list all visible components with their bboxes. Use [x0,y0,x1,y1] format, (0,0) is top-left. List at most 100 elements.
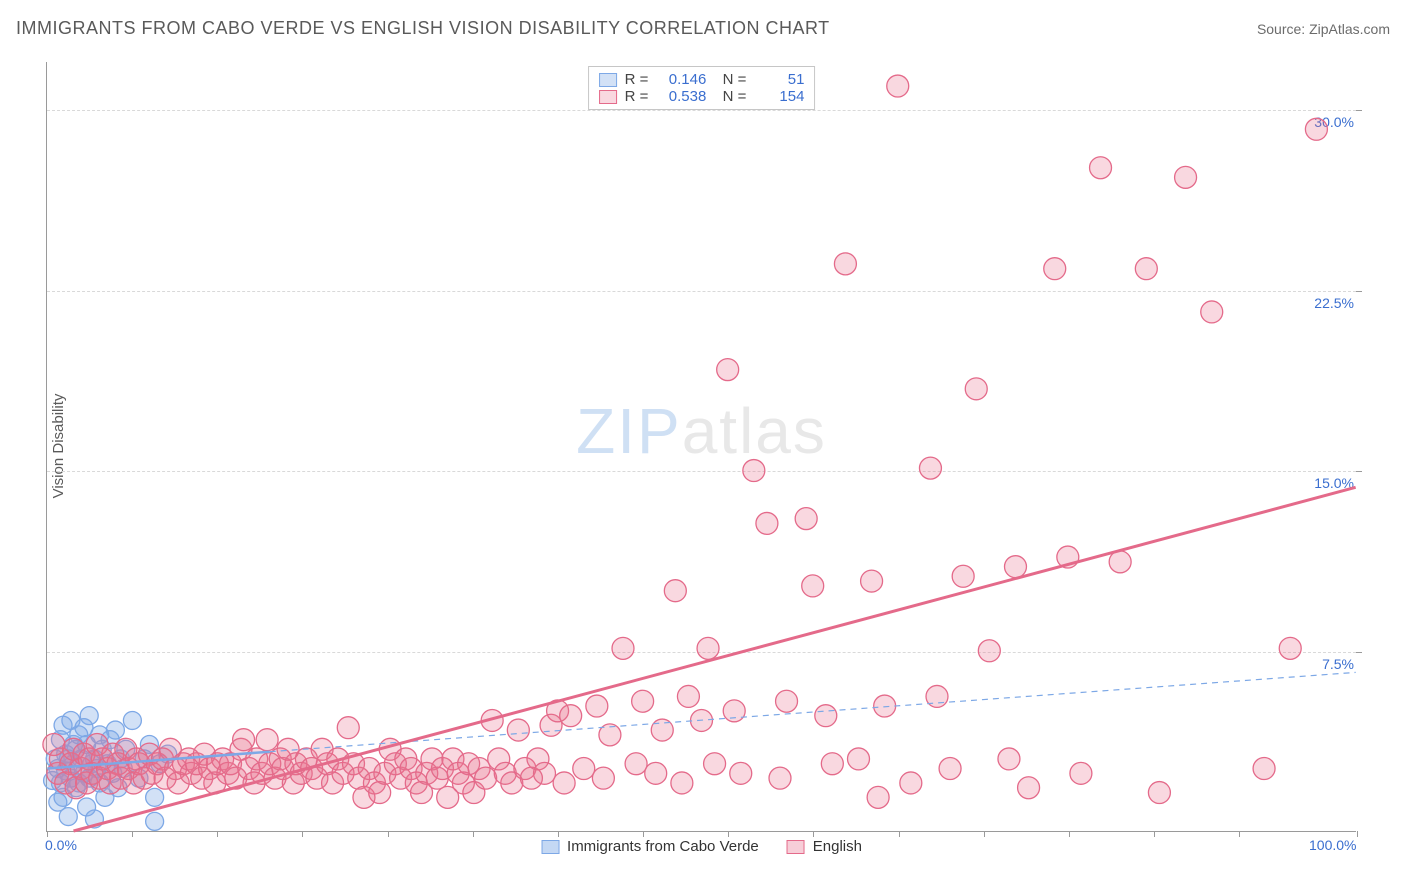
scatter-point [1070,762,1092,784]
scatter-point [369,782,391,804]
scatter-point [586,695,608,717]
x-tick [1154,831,1155,837]
scatter-point [80,707,98,725]
scatter-point [756,512,778,534]
r-label: R = [625,88,649,105]
swatch-series-1 [599,90,617,104]
scatter-point [998,748,1020,770]
scatter-point [146,812,164,830]
scatter-point [573,758,595,780]
scatter-point [632,690,654,712]
scatter-point [743,460,765,482]
scatter-point [1279,637,1301,659]
scatter-point [704,753,726,775]
scatter-point [1018,777,1040,799]
scatter-point [671,772,693,794]
scatter-point [1109,551,1131,573]
scatter-point [834,253,856,275]
swatch-legend-1 [787,840,805,854]
x-tick [728,831,729,837]
plot-area: ZIPatlas 7.5%15.0%22.5%30.0% 0.0%100.0% … [46,62,1356,832]
x-tick [1069,831,1070,837]
scatter-point [475,767,497,789]
n-label: N = [714,71,746,88]
legend-item-0: Immigrants from Cabo Verde [541,838,759,855]
r-value-0: 0.146 [656,71,706,88]
swatch-legend-0 [541,840,559,854]
scatter-point [965,378,987,400]
trend-line-ext [270,672,1356,751]
title-bar: IMMIGRANTS FROM CABO VERDE VS ENGLISH VI… [16,18,1390,39]
chart-title: IMMIGRANTS FROM CABO VERDE VS ENGLISH VI… [16,18,830,39]
y-tick [1356,110,1362,111]
scatter-point [717,359,739,381]
y-tick [1356,291,1362,292]
scatter-point [723,700,745,722]
scatter-point [730,762,752,784]
legend-label-1: English [813,838,862,855]
scatter-point [900,772,922,794]
scatter-point [256,729,278,751]
x-tick [1239,831,1240,837]
scatter-point [677,685,699,707]
scatter-point [1253,758,1275,780]
scatter-point [337,717,359,739]
scatter-point [123,711,141,729]
scatter-point [1090,157,1112,179]
x-tick [217,831,218,837]
scatter-point [887,75,909,97]
swatch-series-0 [599,73,617,87]
scatter-point [802,575,824,597]
n-label: N = [714,88,746,105]
n-value-0: 51 [754,71,804,88]
scatter-point [1305,118,1327,140]
source: Source: ZipAtlas.com [1257,21,1390,37]
legend-bottom: Immigrants from Cabo Verde English [541,838,862,855]
scatter-point [146,788,164,806]
x-tick [643,831,644,837]
n-value-1: 154 [754,88,804,105]
scatter-point [645,762,667,784]
legend-label-0: Immigrants from Cabo Verde [567,838,759,855]
legend-stats-row-0: R = 0.146 N = 51 [599,71,805,88]
scatter-point [848,748,870,770]
legend-stats: R = 0.146 N = 51 R = 0.538 N = 154 [588,66,816,110]
x-tick [473,831,474,837]
scatter-point [769,767,791,789]
scatter-point [1005,556,1027,578]
scatter-point [553,772,575,794]
scatter-point [1148,782,1170,804]
x-tick [984,831,985,837]
scatter-point [59,808,77,826]
scatter-svg [47,62,1356,831]
scatter-point [919,457,941,479]
x-tick [388,831,389,837]
scatter-point [664,580,686,602]
x-tick [302,831,303,837]
scatter-point [507,719,529,741]
scatter-point [978,640,1000,662]
scatter-point [776,690,798,712]
scatter-point [952,565,974,587]
scatter-point [1044,258,1066,280]
scatter-point [867,786,889,808]
scatter-point [534,762,556,784]
x-tick-label: 0.0% [45,837,77,853]
y-tick [1356,471,1362,472]
x-tick [132,831,133,837]
scatter-point [560,705,582,727]
trend-line [74,487,1356,831]
scatter-point [106,721,124,739]
scatter-point [697,637,719,659]
scatter-point [861,570,883,592]
scatter-point [625,753,647,775]
scatter-point [1175,166,1197,188]
scatter-point [612,637,634,659]
scatter-point [815,705,837,727]
legend-stats-row-1: R = 0.538 N = 154 [599,88,805,105]
scatter-point [795,508,817,530]
scatter-point [592,767,614,789]
scatter-point [1201,301,1223,323]
x-tick-label: 100.0% [1309,837,1356,853]
scatter-point [874,695,896,717]
